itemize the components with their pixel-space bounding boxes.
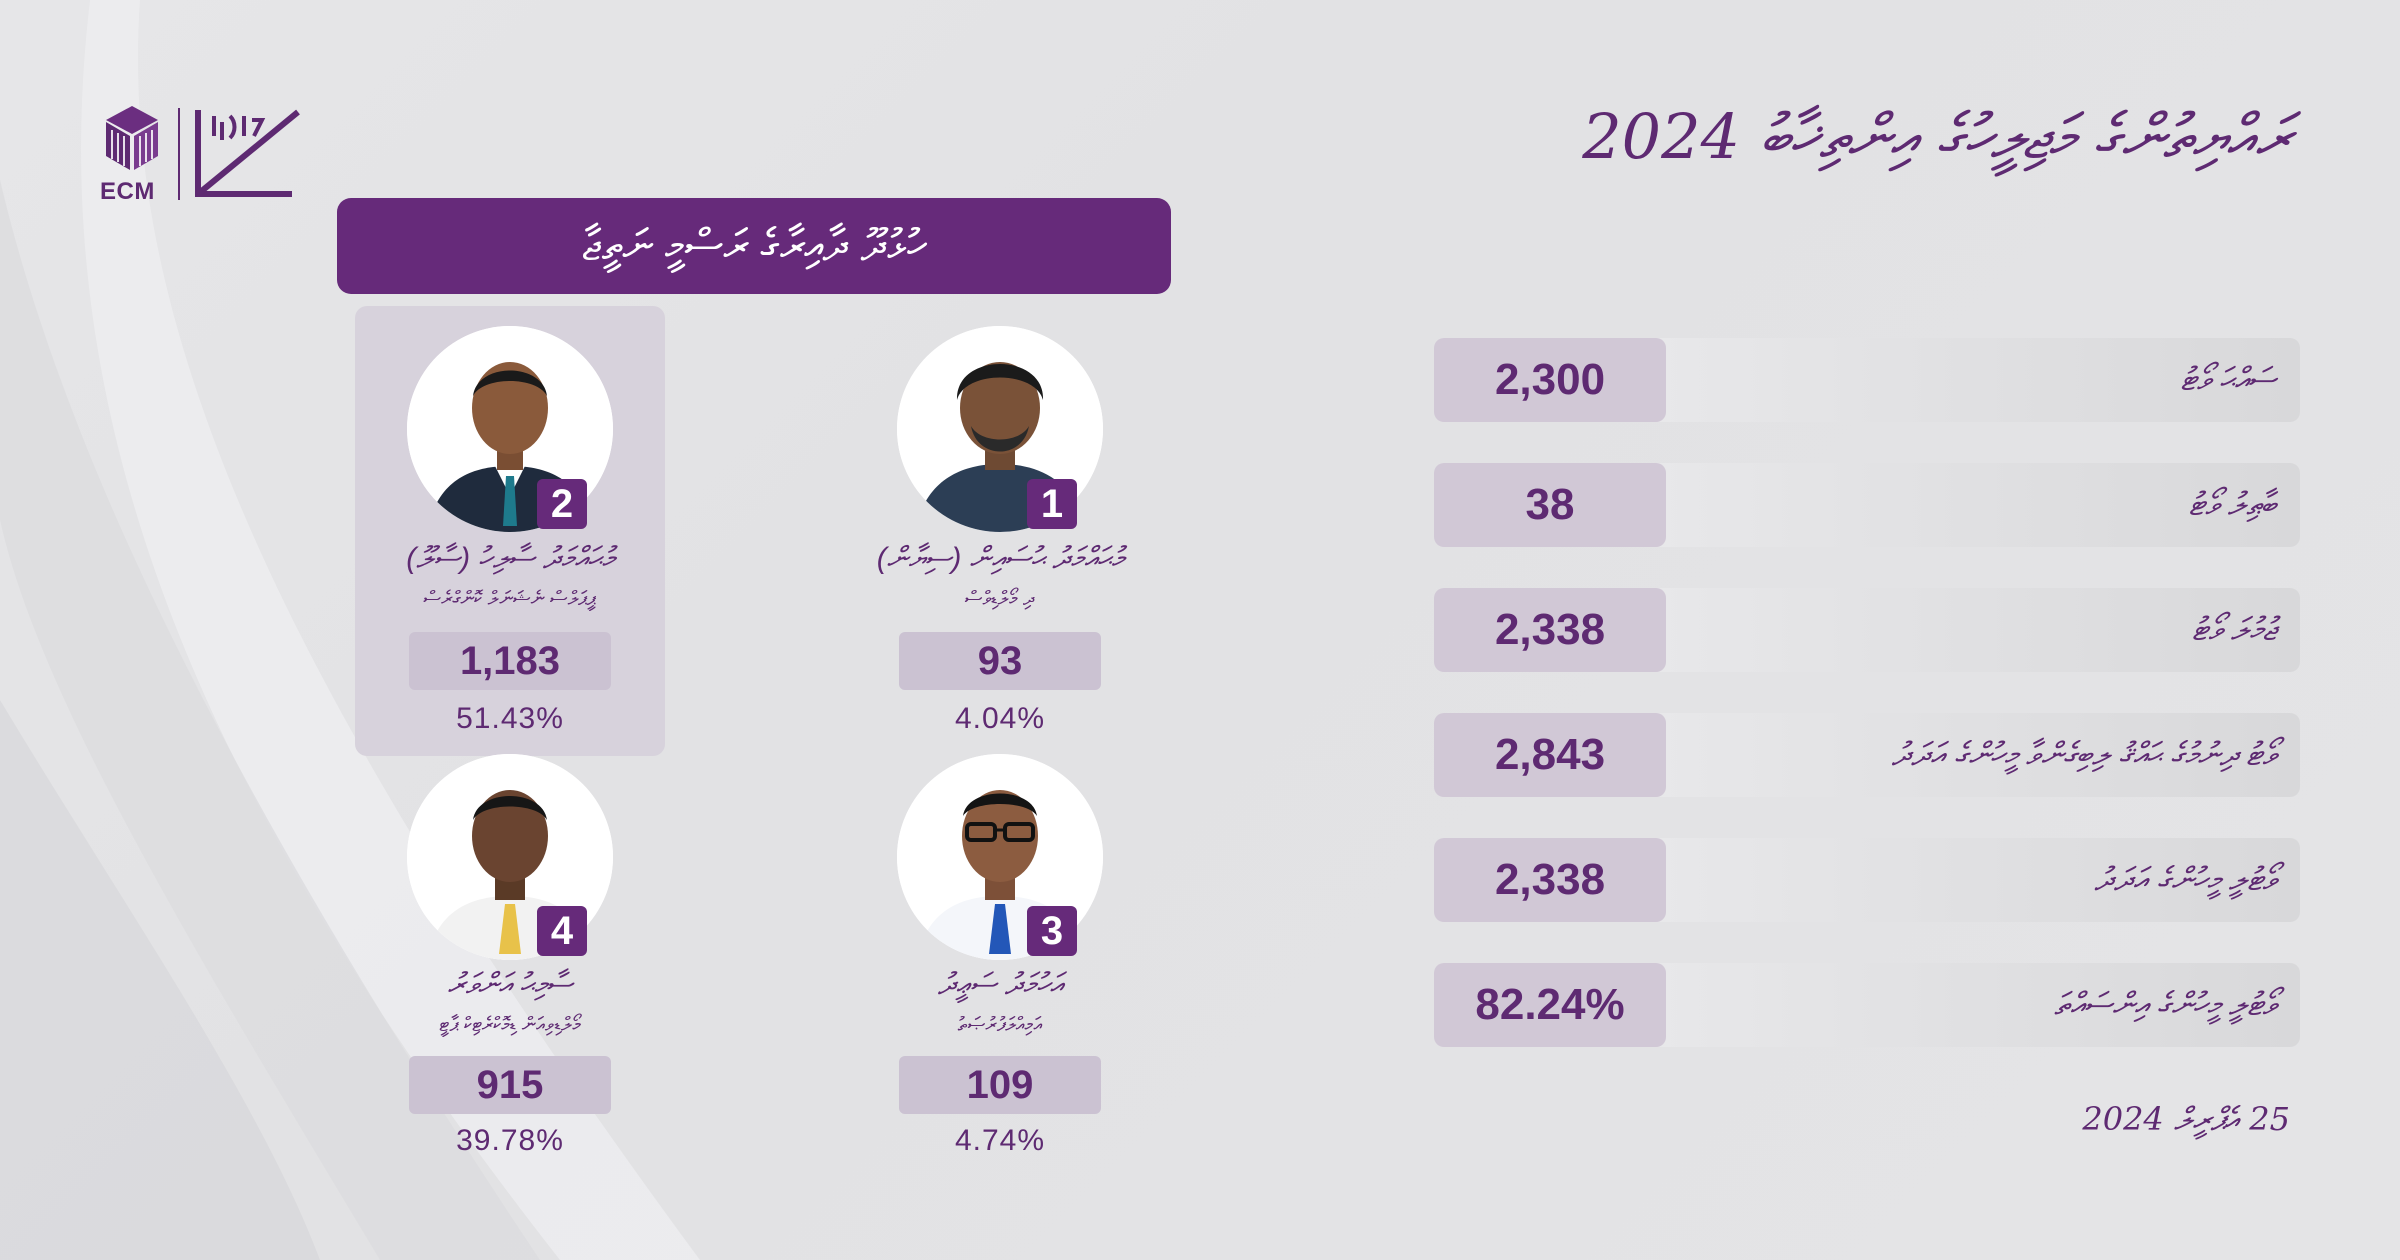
candidate-number-badge: 4 xyxy=(537,906,587,956)
stat-label: ވޯޓުލީ މީހުންގެ އިންސައްތަ xyxy=(2054,986,2276,1022)
candidate-party: އަމިއްލަފުރުޞަތު xyxy=(957,1014,1043,1036)
stat-row-turnout: 82.24% ވޯޓުލީ މީހުންގެ އިންސައްތަ xyxy=(1434,963,2300,1047)
candidate-name: ސާމިޙު އަންވަރު xyxy=(447,968,573,1001)
page-title: ރައްޔިތުންގެ މަޖިލީހުގެ އިންތިޚާބު 2024 xyxy=(1582,100,2292,173)
ecm-logo-text: ECM xyxy=(100,178,155,205)
candidate-party: ދި މޯލްޑިވްސް xyxy=(964,588,1036,610)
stat-label: ސައްޙަ ވޯޓު xyxy=(2180,361,2276,397)
stat-value: 2,843 xyxy=(1434,713,1666,797)
candidate-number-badge: 3 xyxy=(1027,906,1077,956)
candidate-votes: 109 xyxy=(899,1056,1101,1114)
candidate-percent: 4.74% xyxy=(954,1124,1046,1157)
stat-label: ވޯޓު ދިނުމުގެ ޙައްޤު ލިބިގެންވާ މީހުންގެ… xyxy=(1891,736,2276,772)
candidate-name: އަހުމަދު ސަޢީދު xyxy=(937,968,1063,1001)
stat-row-invalid-votes: 38 ބާޠިލު ވޯޓު xyxy=(1434,463,2300,547)
stat-row-total-votes: 2,338 ޖުމުލަ ވޯޓު xyxy=(1434,588,2300,672)
candidate-card-4: 4 ސާމިޙު އަންވަރު މޯލްޑިވިއަން ޑިމޮކްރެޓ… xyxy=(355,728,665,1178)
stat-value: 2,338 xyxy=(1434,588,1666,672)
ecm-cube-icon xyxy=(106,106,158,170)
stat-label: ބާޠިލު ވޯޓު xyxy=(2188,486,2276,522)
election-mark-icon xyxy=(195,109,300,197)
stat-value: 2,300 xyxy=(1434,338,1666,422)
stat-value: 38 xyxy=(1434,463,1666,547)
banner-title: ހުޅުދޫ ދާއިރާގެ ރަސްމީ ނަތީޖާ xyxy=(582,221,926,270)
candidate-percent: 39.78% xyxy=(456,1124,564,1157)
stat-row-valid-votes: 2,300 ސައްޙަ ވޯޓު xyxy=(1434,338,2300,422)
stat-row-voters: 2,338 ވޯޓުލީ މީހުންގެ އަދަދު xyxy=(1434,838,2300,922)
stat-label: ވޯޓުލީ މީހުންގެ އަދަދު xyxy=(2094,861,2277,897)
candidate-votes: 93 xyxy=(899,632,1101,690)
candidate-percent: 4.04% xyxy=(954,702,1046,735)
candidate-votes: 1,183 xyxy=(409,632,611,690)
candidate-number-badge: 1 xyxy=(1027,479,1077,529)
candidate-card-1: 1 މުޙައްމަދު ޙުސައިން (ސިޔާން) ދި މޯލްޑި… xyxy=(845,306,1155,756)
stat-row-eligible-voters: 2,843 ވޯޓު ދިނުމުގެ ޙައްޤު ލިބިގެންވާ މީ… xyxy=(1434,713,2300,797)
logo-divider xyxy=(178,108,180,200)
result-date: 25 އެޕްރީލް 2024 xyxy=(2082,1100,2290,1138)
stat-value: 82.24% xyxy=(1434,963,1666,1047)
candidate-card-2: 2 މުޙައްމަދު ސާލިހު (ސާލޫ) ޕީޕަލްސް ނެޝަ… xyxy=(355,306,665,756)
stat-label: ޖުމުލަ ވޯޓު xyxy=(2192,611,2276,647)
candidate-card-3: 3 އަހުމަދު ސަޢީދު އަމިއްލަފުރުޞަތު 109 4… xyxy=(845,728,1155,1178)
ecm-logo: ECM xyxy=(98,104,308,205)
candidate-number-badge: 2 xyxy=(537,479,587,529)
candidate-name: މުޙައްމަދު ޙުސައިން (ސިޔާން) xyxy=(876,542,1124,575)
candidate-votes: 915 xyxy=(409,1056,611,1114)
candidate-percent: 51.43% xyxy=(456,702,564,735)
stat-value: 2,338 xyxy=(1434,838,1666,922)
results-banner: ހުޅުދޫ ދާއިރާގެ ރަސްމީ ނަތީޖާ xyxy=(337,198,1171,294)
candidate-name: މުޙައްމަދު ސާލިހު (ސާލޫ) xyxy=(406,542,614,575)
candidate-party: ޕީޕަލްސް ނެޝަނަލް ކޮންގްރެސް xyxy=(423,588,597,610)
candidate-party: މޯލްޑިވިއަން ޑިމޮކްރެޓިކް ޕާޓީ xyxy=(439,1014,581,1036)
